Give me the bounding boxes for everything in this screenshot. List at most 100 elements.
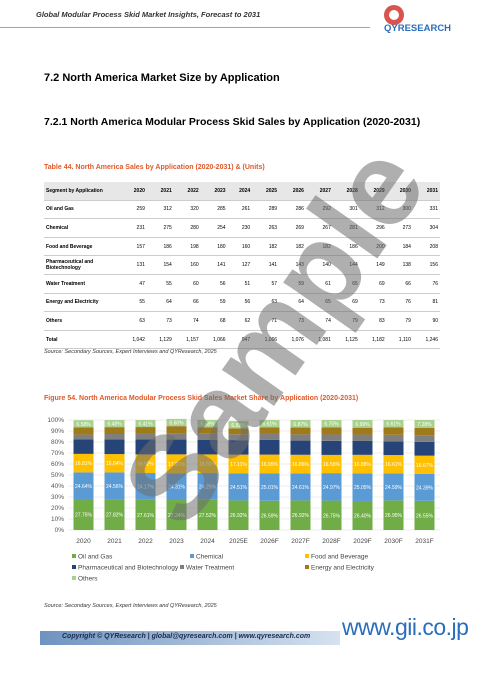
- bar-segment: [321, 454, 342, 474]
- bar-segment: [414, 455, 435, 474]
- bar-segment: [135, 433, 156, 440]
- table-cell: 61: [305, 274, 333, 294]
- legend-swatch: [190, 554, 194, 558]
- table-cell: Chemical: [44, 218, 120, 238]
- bar-segment: [290, 434, 311, 441]
- data-label: 16.93%: [199, 462, 217, 468]
- table-cell: 1,042: [120, 330, 147, 350]
- data-label: 17.21%: [168, 462, 186, 468]
- bar-segment: [135, 473, 156, 500]
- logo: QYRESEARCH: [384, 5, 451, 34]
- table-source: Source: Secondary Sources, Expert Interv…: [44, 349, 217, 355]
- x-tick-label: 2030F: [384, 538, 402, 545]
- data-label: 26.75%: [323, 513, 341, 519]
- bar-segment: [259, 439, 280, 455]
- table-row: Water Treatment 47 55 60 56 51 57 59 61 65 69 66 76: [44, 274, 440, 294]
- section-subtitle: 7.2.1 North America Modular Process Skid…: [44, 116, 421, 128]
- bar-segment: [414, 435, 435, 442]
- table-cell: 73: [146, 311, 174, 331]
- table-cell: 64: [146, 293, 174, 313]
- table-cell: 66: [173, 293, 201, 313]
- y-tick-label: 50%: [51, 472, 64, 479]
- table-cell: Others: [44, 311, 120, 331]
- logo-text: QYRESEARCH: [384, 23, 451, 34]
- table-cell: 127: [227, 255, 253, 275]
- table-cell: 2020: [120, 182, 147, 201]
- bar-segment: [197, 420, 218, 428]
- table-cell: 68: [200, 311, 228, 331]
- y-tick-label: 20%: [51, 505, 64, 512]
- data-label: 16.88%: [354, 462, 372, 468]
- data-label: 16.95%: [261, 462, 279, 468]
- bar-segment: [228, 440, 249, 455]
- data-label: 27.75%: [75, 513, 93, 519]
- table-cell: 1,157: [173, 330, 201, 350]
- bar-segment: [290, 454, 311, 474]
- logo-icon: [389, 10, 399, 20]
- table-cell: 1,246: [412, 330, 440, 350]
- legend-label: Pharmaceutical and Biotechnology: [78, 565, 179, 572]
- table-cell: 76: [386, 293, 413, 313]
- bar-segment: [321, 473, 342, 501]
- bar-segment: [352, 440, 373, 455]
- footer-site: www.gii.co.jp: [342, 614, 469, 640]
- bar-segment: [259, 427, 280, 434]
- table-cell: 331: [412, 200, 440, 220]
- bar-segment: [383, 441, 404, 456]
- table-cell: 261: [227, 200, 253, 220]
- bar-segment: [228, 428, 249, 435]
- table-cell: 79: [386, 311, 413, 331]
- data-label: 25.01%: [261, 485, 279, 491]
- bar-segment: [352, 434, 373, 441]
- bar-segment: [383, 427, 404, 435]
- bar-segment: [290, 427, 311, 435]
- table-cell: 2030: [386, 182, 413, 201]
- data-label: 16.67%: [416, 463, 434, 469]
- data-label: 24.59%: [385, 485, 403, 491]
- data-label: 16.61%: [385, 462, 403, 468]
- bar-segment: [166, 439, 187, 455]
- table-cell: 138: [386, 255, 413, 275]
- bar-segment: [228, 500, 249, 530]
- data-label: 24.17%: [137, 484, 155, 490]
- table-cell: Total: [44, 330, 120, 350]
- data-label: 24.51%: [230, 485, 248, 491]
- table-cell: 2026: [279, 182, 306, 201]
- bar-segment: [352, 420, 373, 428]
- table-cell: 73: [359, 293, 387, 313]
- figure-source: Source: Secondary Sources, Expert Interv…: [44, 603, 217, 609]
- data-label: 16.55%: [323, 462, 341, 468]
- bar-segment: [259, 454, 280, 474]
- table-cell: 65: [332, 274, 360, 294]
- bar-segment: [135, 454, 156, 474]
- data-label: 6.99%: [355, 422, 370, 428]
- table-cell: 296: [359, 218, 387, 238]
- x-tick-label: 2027F: [291, 538, 309, 545]
- data-label: 6.48%: [107, 422, 122, 428]
- data-label: 26.59%: [261, 513, 279, 519]
- table-cell: 273: [386, 218, 413, 238]
- y-tick-label: 80%: [51, 439, 64, 446]
- header-title: Global Modular Process Skid Market Insig…: [36, 10, 261, 19]
- table-cell: 2027: [305, 182, 333, 201]
- bar-segment: [166, 454, 187, 474]
- x-tick-label: 2021: [107, 538, 122, 545]
- table-cell: 263: [252, 218, 280, 238]
- table-cell: 1,110: [386, 330, 413, 350]
- table-cell: 198: [173, 237, 201, 257]
- table-cell: 74: [173, 311, 201, 331]
- table-cell: 69: [359, 274, 387, 294]
- bar-segment: [197, 454, 218, 474]
- legend-label: Energy and Electricity: [311, 565, 375, 572]
- table-cell: 1,129: [146, 330, 174, 350]
- table-cell: 275: [146, 218, 174, 238]
- table-cell: 83: [359, 311, 387, 331]
- table-cell: 65: [305, 293, 333, 313]
- data-label: 6.87%: [293, 422, 308, 428]
- table-cell: 74: [305, 311, 333, 331]
- bar-segment: [321, 420, 342, 428]
- table-cell: 254: [200, 218, 228, 238]
- bar-segment: [166, 473, 187, 501]
- header-rule: [0, 27, 370, 28]
- table-cell: 292: [305, 200, 333, 220]
